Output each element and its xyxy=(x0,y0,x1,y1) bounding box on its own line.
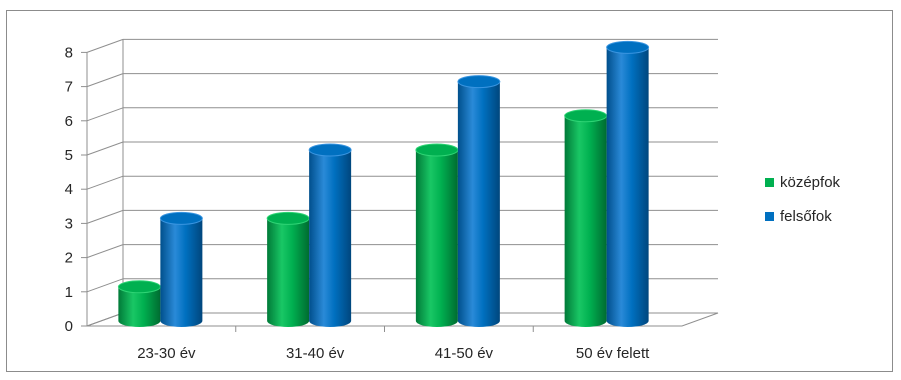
gridline-side xyxy=(86,141,124,156)
bar-body xyxy=(160,218,203,327)
bar-body xyxy=(309,150,352,327)
bar-top xyxy=(606,40,650,54)
gridline-side xyxy=(86,38,124,53)
y-tick-label: 6 xyxy=(65,113,73,130)
gridline-side xyxy=(86,209,124,224)
bar-top xyxy=(159,211,203,225)
legend-swatch xyxy=(765,178,774,187)
gridline-side xyxy=(86,175,124,190)
gridline-side xyxy=(86,244,124,259)
legend-label: középfok xyxy=(780,174,841,191)
bar xyxy=(308,143,352,327)
bar-top xyxy=(117,280,161,294)
bar xyxy=(266,211,310,327)
bar-top xyxy=(457,75,501,89)
y-tick-label: 3 xyxy=(65,215,73,232)
bar-top xyxy=(415,143,459,157)
gridline-side xyxy=(86,107,124,122)
y-tick-label: 0 xyxy=(65,318,73,335)
x-tick-label: 50 év felett xyxy=(576,345,650,362)
bar xyxy=(159,211,203,327)
bar-body xyxy=(457,81,500,327)
bar-top xyxy=(266,211,310,225)
bar-body xyxy=(606,47,649,328)
bar xyxy=(564,109,608,327)
x-tick-label: 41-50 év xyxy=(435,345,494,362)
bar-body xyxy=(118,286,161,327)
bar xyxy=(117,280,161,327)
axis-layer: 0 1 2 3 4 5 6 7 8 23-30 év 31-40 év 41-50 év 50 év f… xyxy=(65,44,650,362)
bar xyxy=(606,40,650,328)
bar-top xyxy=(564,109,608,123)
legend-label: felsőfok xyxy=(780,208,832,225)
y-tick-label: 4 xyxy=(65,181,73,198)
gridline-side xyxy=(86,278,124,293)
bar-body xyxy=(415,150,458,327)
y-tick-label: 7 xyxy=(65,79,73,96)
y-tick-label: 2 xyxy=(65,250,73,267)
bar xyxy=(415,143,459,327)
x-tick-label: 23-30 év xyxy=(137,345,196,362)
bar-top xyxy=(308,143,352,157)
x-tick-label: 31-40 év xyxy=(286,345,345,362)
legend: középfok felsőfok xyxy=(765,174,841,225)
gridline-side xyxy=(86,73,124,88)
bars-layer xyxy=(117,40,650,328)
y-tick-label: 1 xyxy=(65,284,73,301)
y-tick-label: 5 xyxy=(65,147,73,164)
bar xyxy=(457,75,501,327)
legend-swatch xyxy=(765,212,774,221)
bar-body xyxy=(564,115,607,327)
y-tick-label: 8 xyxy=(65,44,73,61)
bar-body xyxy=(267,218,310,327)
